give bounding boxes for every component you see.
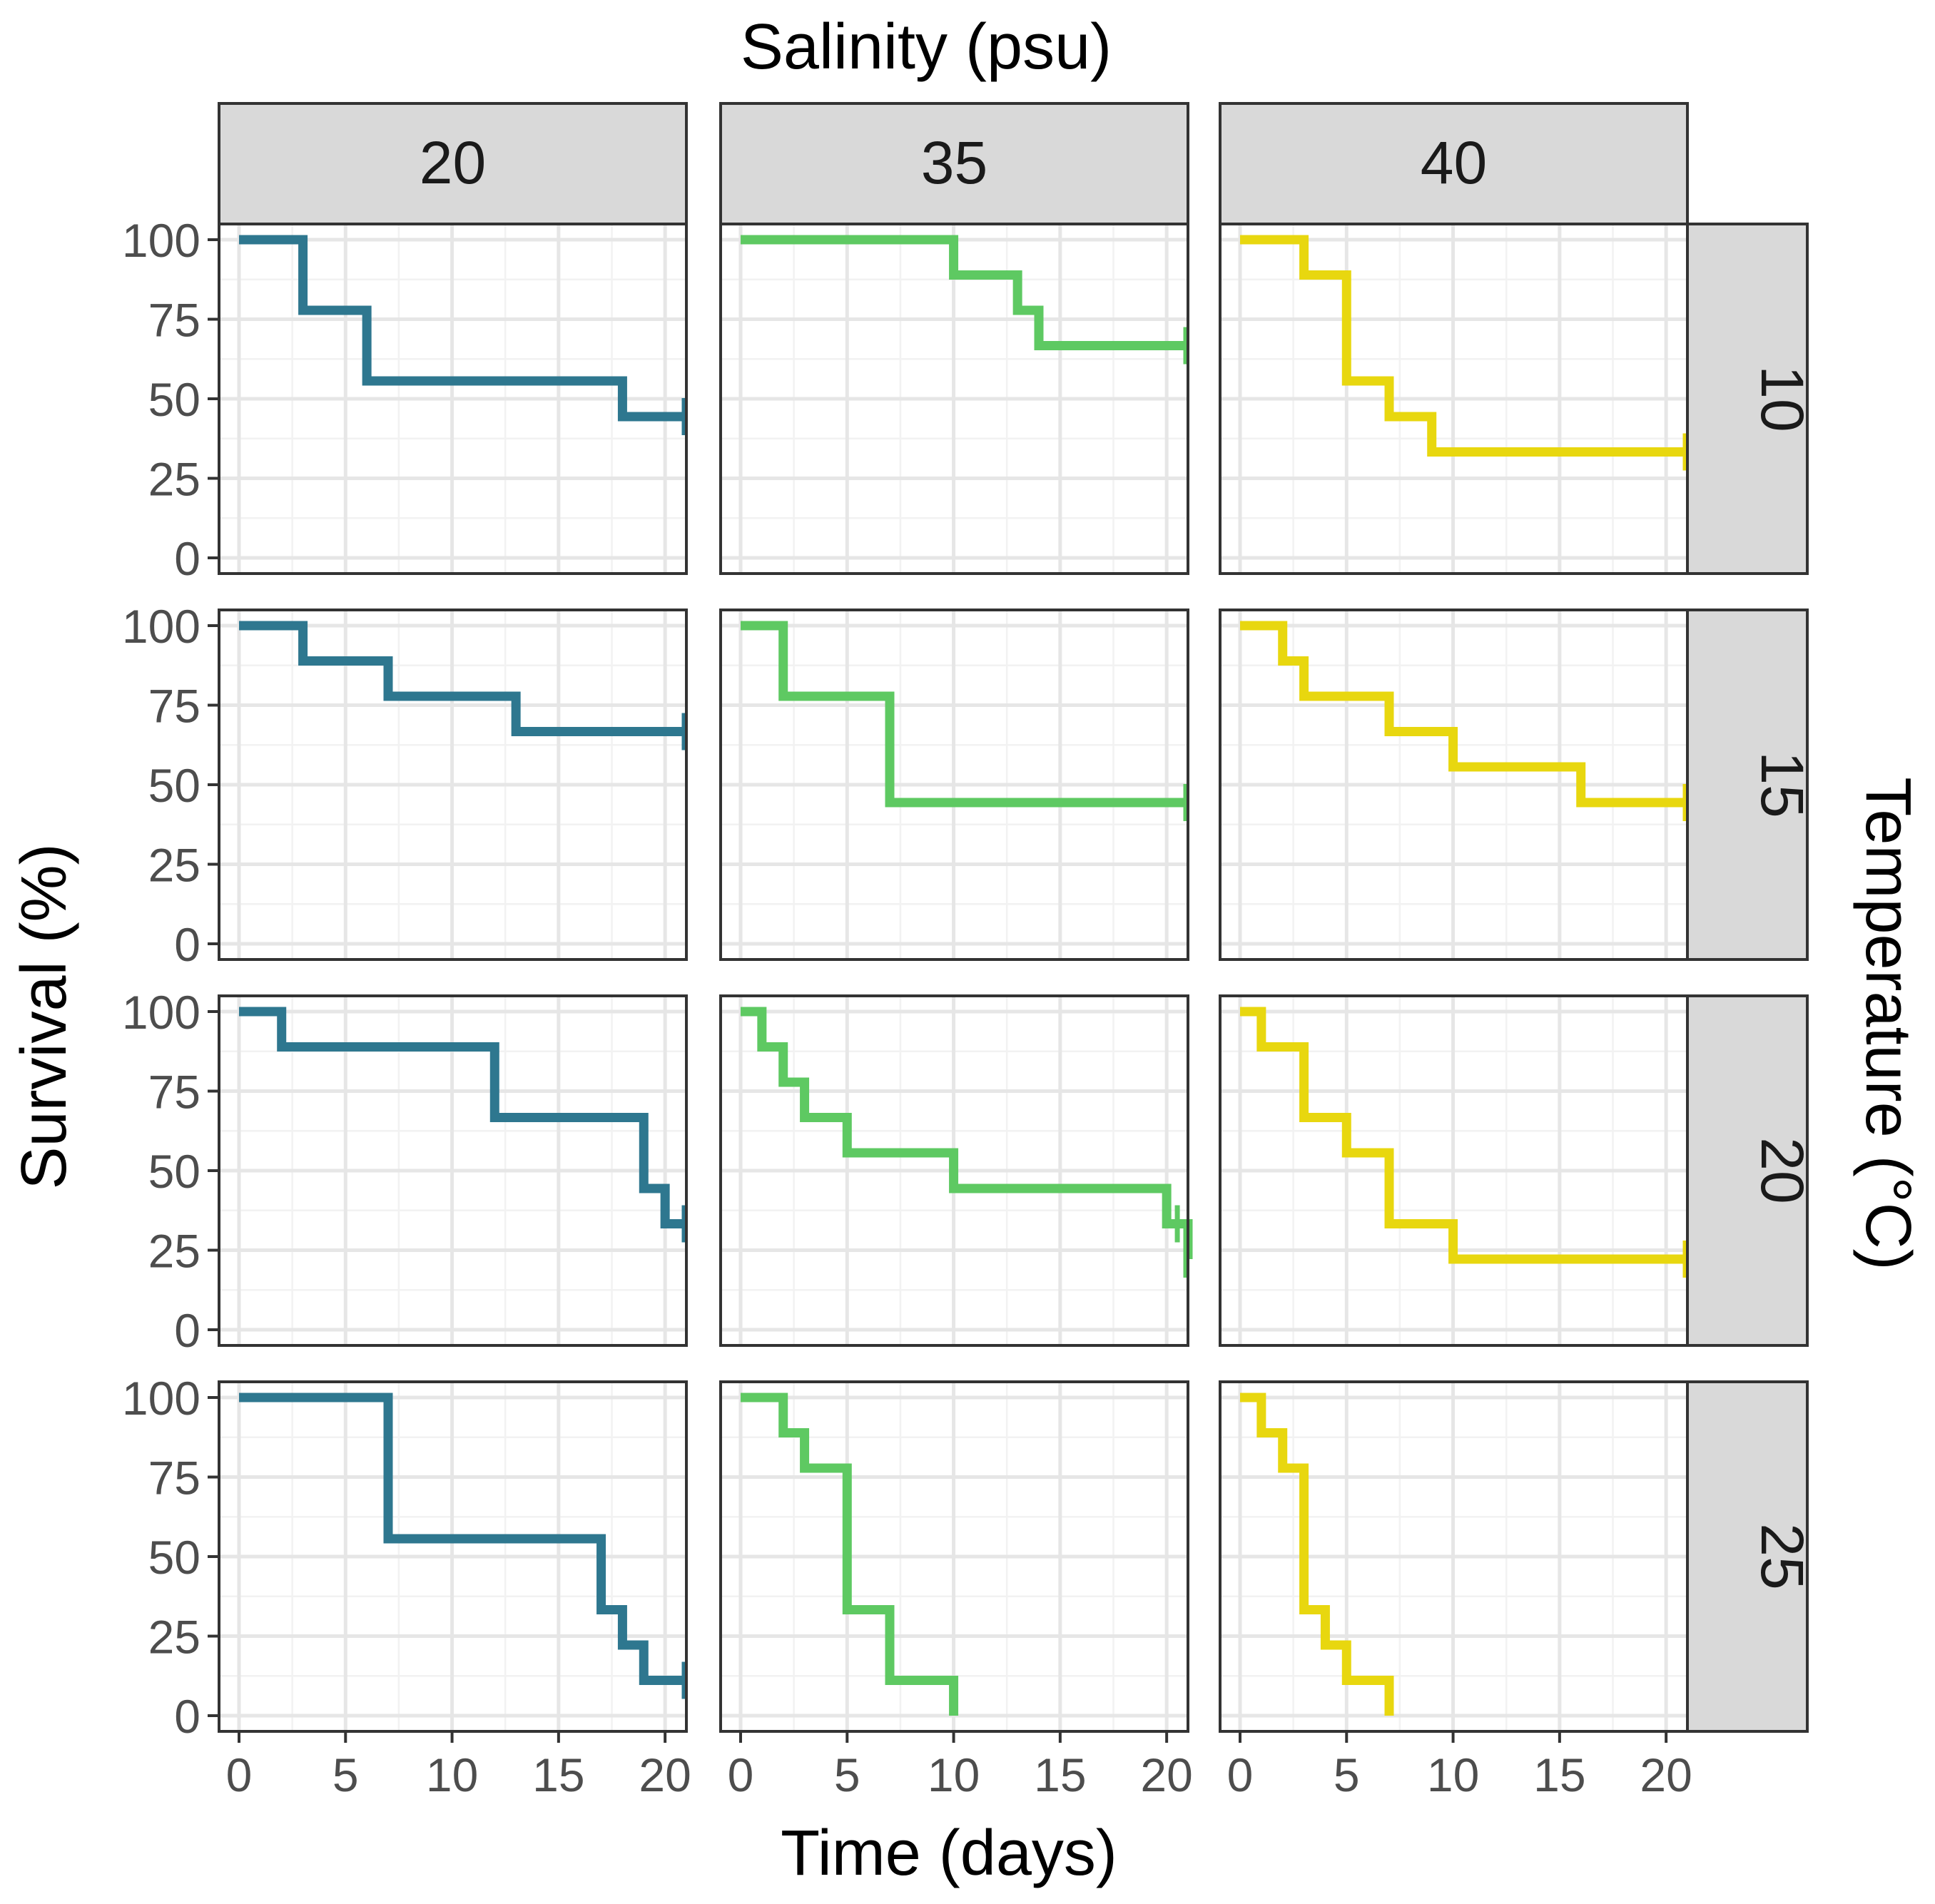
y-tick-label: 0	[174, 1304, 200, 1357]
x-tick-label: 20	[639, 1748, 691, 1801]
row-strip-label: 10	[1749, 365, 1816, 432]
row-strip-label: 25	[1749, 1523, 1816, 1589]
panel-border	[1219, 223, 1689, 575]
panel-border	[719, 609, 1189, 961]
row-strip-label: 20	[1749, 1137, 1816, 1203]
y-tick-label: 50	[148, 1145, 200, 1198]
x-tick-label: 0	[1227, 1748, 1254, 1801]
row-strip-15	[1686, 609, 1809, 961]
y-tick-label: 100	[122, 986, 200, 1039]
survival-curve	[1240, 1393, 1394, 1716]
x-tick-label: 0	[226, 1748, 253, 1801]
panel-r1-c1	[719, 609, 1189, 961]
x-tick-label: 15	[1034, 1748, 1086, 1801]
right-title: Temperature (°C)	[1852, 777, 1924, 1270]
survival-curve	[239, 1393, 686, 1685]
top-title: Salinity (psu)	[741, 11, 1112, 83]
panel-r0-c2	[1219, 223, 1689, 575]
row-strip-10	[1686, 223, 1809, 575]
column-strip-label: 20	[420, 129, 486, 196]
x-tick-label: 20	[1640, 1748, 1692, 1801]
panel-r3-c2	[1219, 1380, 1689, 1733]
column-strip-35	[719, 102, 1189, 225]
panel-r2-c1	[719, 994, 1193, 1347]
y-tick-label: 75	[148, 680, 200, 733]
survival-curve	[741, 621, 1188, 808]
y-tick-label: 100	[122, 600, 200, 653]
x-tick-label: 5	[332, 1748, 359, 1801]
survival-curve	[1240, 621, 1687, 808]
panels-layer: 20 35 401015202502550751000255075100025507…	[122, 102, 1816, 1801]
y-tick-label: 100	[122, 1372, 200, 1425]
y-tick-label: 25	[148, 1611, 200, 1664]
y-tick-label: 100	[122, 214, 200, 267]
panel-r3-c0	[218, 1380, 688, 1733]
column-strip-label: 40	[1421, 129, 1487, 196]
x-tick-label: 10	[1427, 1748, 1479, 1801]
panel-r3-c1	[719, 1380, 1189, 1733]
y-tick-label: 50	[148, 373, 200, 426]
column-strip-label: 35	[921, 129, 987, 196]
survival-curve	[741, 1393, 959, 1716]
survival-curve	[741, 235, 1188, 351]
panel-border	[1219, 994, 1689, 1347]
survival-curve	[1240, 1007, 1687, 1264]
y-tick-label: 0	[174, 1690, 200, 1743]
y-tick-label: 0	[174, 532, 200, 585]
x-axis-title: Time (days)	[781, 1818, 1117, 1889]
x-tick-label: 15	[532, 1748, 584, 1801]
x-tick-label: 5	[834, 1748, 860, 1801]
y-tick-label: 75	[148, 1066, 200, 1119]
panel-r1-c0	[218, 609, 688, 961]
y-tick-label: 25	[148, 839, 200, 892]
panel-r1-c2	[1219, 609, 1689, 961]
row-strip-label: 15	[1749, 751, 1816, 818]
column-strip-20	[218, 102, 688, 225]
y-tick-label: 0	[174, 918, 200, 971]
survival-curve	[239, 235, 686, 422]
survival-curve	[239, 1007, 686, 1228]
x-tick-label: 10	[928, 1748, 980, 1801]
x-tick-label: 10	[426, 1748, 478, 1801]
x-tick-label: 0	[728, 1748, 754, 1801]
row-strip-25	[1686, 1380, 1809, 1733]
panel-r0-c0	[218, 223, 688, 575]
column-strip-40	[1219, 102, 1689, 225]
y-tick-label: 25	[148, 453, 200, 506]
panel-border	[719, 994, 1189, 1347]
y-tick-label: 50	[148, 759, 200, 812]
x-tick-label: 5	[1334, 1748, 1360, 1801]
y-tick-label: 25	[148, 1225, 200, 1278]
panel-border	[1219, 609, 1689, 961]
y-tick-label: 75	[148, 294, 200, 347]
y-axis-title: Survival (%)	[9, 843, 80, 1189]
panel-r2-c2	[1219, 994, 1689, 1347]
x-tick-label: 15	[1533, 1748, 1585, 1801]
panel-border	[719, 223, 1189, 575]
x-tick-label: 20	[1140, 1748, 1192, 1801]
y-tick-label: 50	[148, 1531, 200, 1584]
survival-curve	[741, 1007, 1193, 1259]
panel-r0-c1	[719, 223, 1189, 575]
y-tick-label: 75	[148, 1452, 200, 1505]
survival-curve	[1240, 235, 1687, 457]
panel-r2-c0	[218, 994, 688, 1347]
row-strip-20	[1686, 994, 1809, 1347]
survival-curve	[239, 621, 686, 737]
